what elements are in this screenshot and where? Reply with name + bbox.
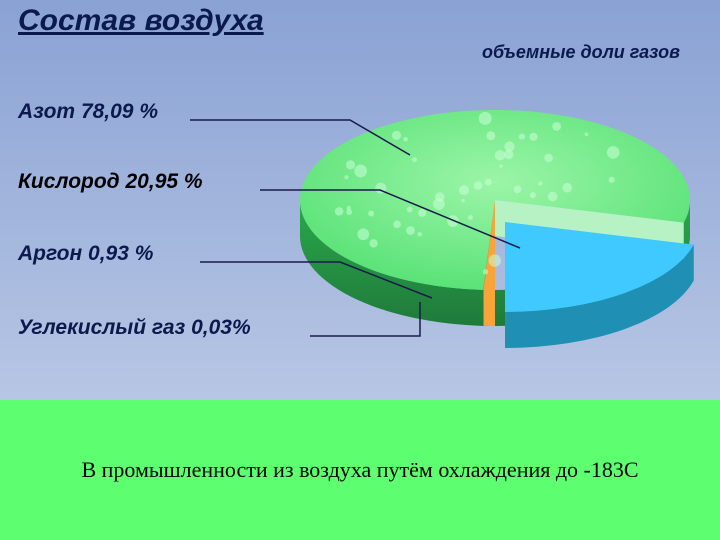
series-label-argon: Аргон 0,93 % bbox=[18, 242, 153, 266]
series-label-co2: Углекислый газ 0,03% bbox=[18, 316, 251, 340]
pie-chart bbox=[0, 0, 720, 400]
series-label-nitrogen: Азот 78,09 % bbox=[18, 100, 158, 124]
pie-slice-side-argon bbox=[484, 290, 495, 326]
series-label-oxygen: Кислород 20,95 % bbox=[18, 170, 203, 194]
caption-text: В промышленности из воздуха путём охлажд… bbox=[81, 457, 638, 483]
chart-area: Состав воздуха объемные доли газов Азот … bbox=[0, 0, 720, 400]
caption-band: В промышленности из воздуха путём охлажд… bbox=[0, 400, 720, 540]
